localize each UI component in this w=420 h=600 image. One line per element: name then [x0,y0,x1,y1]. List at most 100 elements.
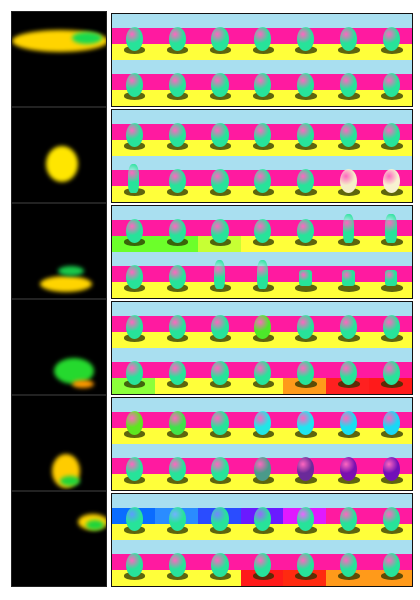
scene-object-sphere [339,456,358,481]
scene-sky [369,60,412,74]
scene-object-sphere [339,122,358,147]
scene-frame [326,348,370,394]
scene-object-cylinder [128,164,140,193]
scene-object-cube [341,270,355,287]
scene-sky [326,348,370,362]
scene-object-sphere [339,26,358,51]
scene-frame [283,444,327,490]
scene-object-sphere [168,360,186,385]
scene-object-sphere [382,168,400,193]
scene-sky [197,302,241,316]
scene-sky [112,444,155,458]
scene-frame [283,14,327,60]
scene-frame [112,302,155,348]
attention-blob [86,520,104,530]
scene-sky [369,302,412,316]
scene-frame [154,110,198,156]
scene-object-sphere [211,552,229,577]
scene-object-sphere [339,72,358,97]
scene-sky [369,540,412,554]
scene-frame [197,302,241,348]
scene-frame [369,110,412,156]
scene-object-sphere [339,314,358,339]
scene-frame [326,206,370,252]
object-shadow [338,284,360,292]
scene-object-sphere [254,218,272,243]
scene-object-sphere [254,168,272,193]
scene-object-sphere [125,72,143,97]
scene-sky [369,156,412,170]
scene-frame [197,252,241,298]
scene-frame [154,494,198,540]
scene-frame [112,398,155,444]
scene-sky [154,60,198,74]
scene-object-cylinder [342,214,354,243]
scene-frame [112,206,155,252]
scene-sky [369,494,412,508]
scene-frame [369,348,412,394]
attention-map-panel [11,395,107,491]
scene-sky [283,302,327,316]
scene-sky [112,252,155,266]
scene-frame [369,206,412,252]
scene-object-sphere [168,122,186,147]
scene-object-sphere [125,264,143,289]
scene-sky [197,206,241,220]
scene-sky [154,156,198,170]
scene-frame [240,252,284,298]
scene-object-sphere [211,72,229,97]
scene-frame [283,252,327,298]
scene-frame [326,398,370,444]
scene-sky [112,302,155,316]
scene-sky [240,302,284,316]
scene-object-cube [298,270,312,287]
scene-frame [197,348,241,394]
scene-frame [283,398,327,444]
scene-object-sphere [125,218,143,243]
scene-sky [283,206,327,220]
scene-frame [369,302,412,348]
scene-sky [369,14,412,28]
scene-sky [326,252,370,266]
scene-sky [154,302,198,316]
scene-frame [283,206,327,252]
scene-object-sphere [125,26,143,51]
scene-frame [326,14,370,60]
scene-sky [240,348,284,362]
scene-frame [283,110,327,156]
scene-sky [154,348,198,362]
scene-frame [154,252,198,298]
scene-frame [326,60,370,106]
scene-object-sphere [211,26,229,51]
scene-object-sphere [254,506,272,531]
scene-sky [112,348,155,362]
scene-object-sphere [339,410,358,435]
scene-object-sphere [168,410,186,435]
scene-sky [369,252,412,266]
scene-object-sphere [297,72,315,97]
scene-sky [240,14,284,28]
scene-frame [369,494,412,540]
scene-sky [283,398,327,412]
scene-object-sphere [297,410,315,435]
scene-sky [240,252,284,266]
scene-sky [154,110,198,124]
scene-object-sphere [125,552,143,577]
scene-sky [369,444,412,458]
scene-sky [326,302,370,316]
scene-sky [283,252,327,266]
scene-object-sphere [211,168,229,193]
scene-sky [369,348,412,362]
scene-sky [240,444,284,458]
attention-blob [58,266,84,276]
scene-object-sphere [125,410,143,435]
scene-object-cylinder [256,260,268,289]
scene-frame [154,14,198,60]
scene-sky [240,494,284,508]
scene-frame [369,60,412,106]
scene-sky [154,398,198,412]
scene-sky [369,398,412,412]
scene-frame [240,110,284,156]
scene-sky [283,60,327,74]
scene-frame-strip [111,493,413,587]
